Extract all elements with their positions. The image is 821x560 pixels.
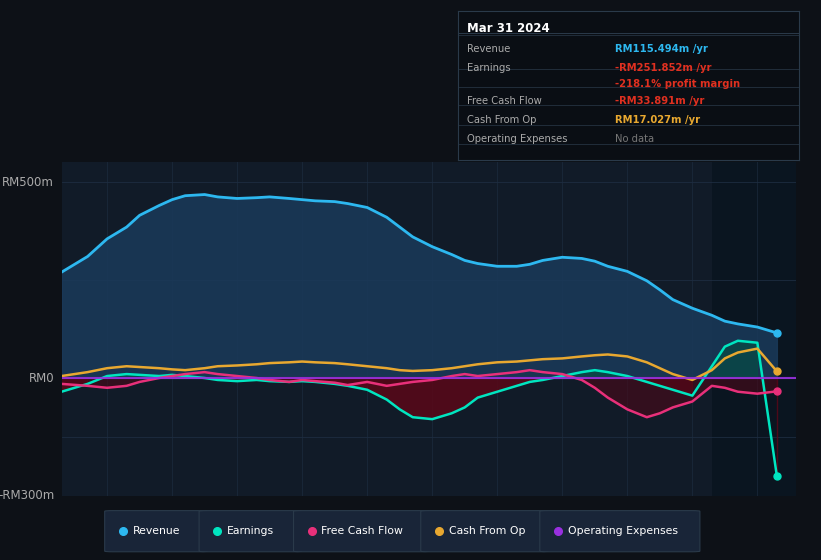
Text: No data: No data: [615, 134, 654, 144]
Text: -RM33.891m /yr: -RM33.891m /yr: [615, 96, 704, 106]
Text: Revenue: Revenue: [466, 44, 510, 54]
Text: Cash From Op: Cash From Op: [466, 115, 536, 125]
Text: Earnings: Earnings: [466, 63, 511, 73]
Text: RM115.494m /yr: RM115.494m /yr: [615, 44, 708, 54]
Text: RM17.027m /yr: RM17.027m /yr: [615, 115, 700, 125]
Text: Revenue: Revenue: [132, 526, 180, 535]
FancyBboxPatch shape: [294, 511, 429, 552]
FancyBboxPatch shape: [199, 511, 301, 552]
Text: RM0: RM0: [29, 371, 54, 385]
Bar: [712, 162, 796, 496]
FancyBboxPatch shape: [421, 511, 548, 552]
Text: Operating Expenses: Operating Expenses: [568, 526, 677, 535]
Text: Earnings: Earnings: [227, 526, 274, 535]
Text: -RM300m: -RM300m: [0, 489, 54, 502]
Text: Cash From Op: Cash From Op: [448, 526, 525, 535]
Text: -218.1% profit margin: -218.1% profit margin: [615, 79, 740, 88]
Text: RM500m: RM500m: [2, 175, 54, 189]
Text: Operating Expenses: Operating Expenses: [466, 134, 567, 144]
Text: Free Cash Flow: Free Cash Flow: [322, 526, 403, 535]
Text: Mar 31 2024: Mar 31 2024: [466, 22, 549, 35]
FancyBboxPatch shape: [104, 511, 207, 552]
Text: Free Cash Flow: Free Cash Flow: [466, 96, 541, 106]
Text: -RM251.852m /yr: -RM251.852m /yr: [615, 63, 711, 73]
FancyBboxPatch shape: [540, 511, 699, 552]
